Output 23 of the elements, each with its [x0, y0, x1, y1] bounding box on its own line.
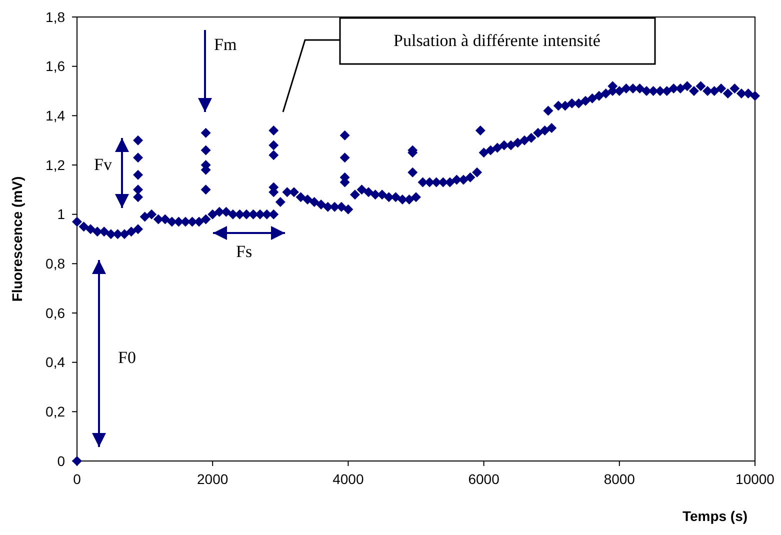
y-tick-label: 1: [57, 206, 66, 222]
annotation: Fm: [214, 35, 237, 54]
x-tick-label: 10000: [736, 471, 775, 487]
y-tick-label: 1,8: [46, 8, 66, 25]
annotation: Fs: [236, 242, 252, 261]
y-tick-label: 0,2: [46, 404, 66, 420]
y-tick-label: 1,4: [46, 108, 66, 124]
y-tick-label: 1,6: [46, 58, 66, 74]
y-axis-title: Fluorescence (mV): [9, 176, 25, 302]
y-tick-label: 0,6: [46, 304, 66, 321]
annotation: F0: [118, 348, 136, 367]
annotation: Pulsation à différente intensité: [394, 31, 600, 50]
annotation: Fv: [94, 155, 112, 174]
y-tick-label: 0,4: [46, 354, 66, 370]
x-axis-title: Temps (s): [682, 508, 748, 524]
x-tick-label: 2000: [197, 471, 228, 487]
x-tick-label: 8000: [604, 471, 636, 487]
x-tick-label: 4000: [332, 471, 364, 487]
x-tick-label: 0: [73, 471, 82, 487]
y-tick-label: 1,2: [46, 156, 66, 173]
x-tick-label: 6000: [468, 471, 500, 487]
y-tick-label: 0,8: [46, 256, 66, 272]
y-tick-label: 0: [57, 452, 66, 469]
